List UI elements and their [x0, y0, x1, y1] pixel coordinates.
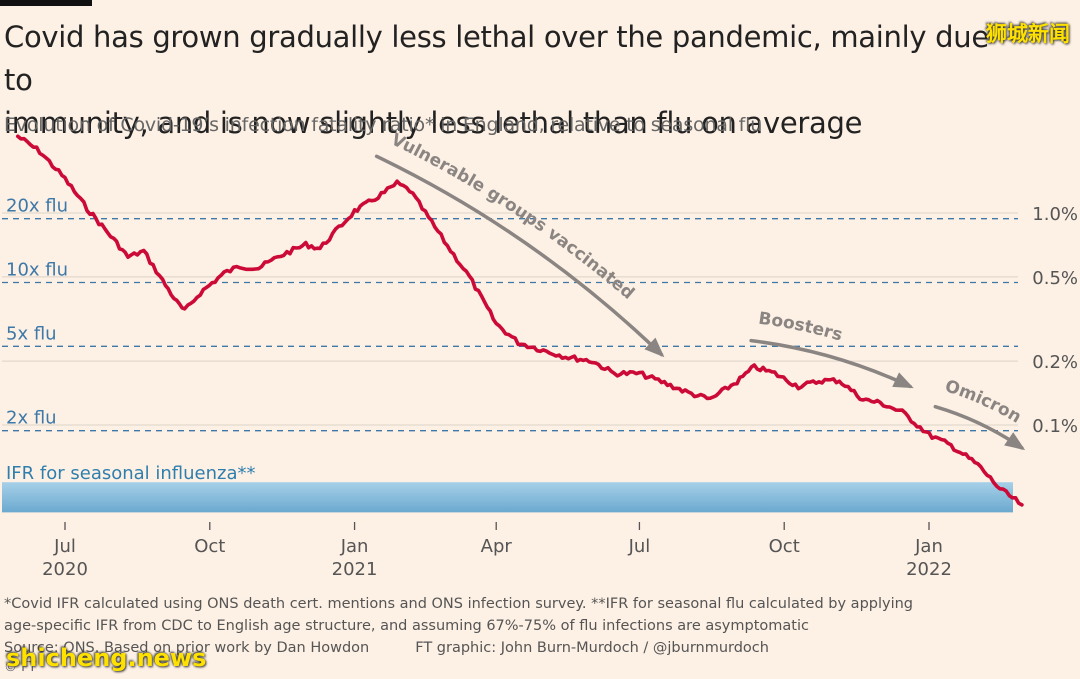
covid-ifr-line [16, 134, 1024, 507]
annotation-arrowhead [1004, 432, 1026, 451]
y-tick-label: 1.0% [1032, 204, 1078, 225]
watermark-bottom: shicheng.news [6, 644, 207, 672]
reference-label: 5x flu [6, 323, 57, 344]
ft-logo: © FT [4, 660, 37, 675]
chart-title: Covid has grown gradually less lethal ov… [4, 16, 1004, 145]
x-tick-year: 2021 [332, 559, 378, 580]
annotation-arrow [374, 154, 664, 357]
y-tick-label: 0.5% [1032, 268, 1078, 289]
annotation-arrowhead [892, 372, 914, 389]
flu-band-layer: IFR for seasonal influenza** [2, 463, 1013, 513]
reference-lines-layer: 20x flu 10x flu 5x flu 2x flu [2, 196, 1018, 432]
x-tick-label: Jul [628, 536, 651, 557]
annotation-label: Boosters [757, 309, 845, 346]
reference-label: 2x flu [6, 408, 57, 429]
reference-label: 10x flu [6, 260, 68, 281]
flu-band [2, 482, 1013, 513]
annotation-text: Omicron [942, 376, 1024, 427]
annotation-arrow [749, 338, 912, 389]
annotation-arrowhead [644, 337, 665, 358]
watermark-top: 狮城新闻 [986, 22, 1070, 46]
annotation-text: Boosters [757, 309, 845, 346]
annotation-label: Omicron [942, 376, 1024, 427]
source-text: Source: ONS. Based on prior work by Dan … [4, 640, 370, 656]
reference-label: 20x flu [6, 196, 68, 217]
x-tick-label: Jan [914, 536, 943, 557]
grid-layer [2, 212, 1018, 426]
title-line-2: immunity, and is now slightly less letha… [4, 106, 863, 140]
footnote-line-1: *Covid IFR calculated using ONS death ce… [4, 596, 914, 612]
annotation-label: Vulnerable groups vaccinated [388, 130, 638, 304]
x-tick-label: Oct [194, 536, 225, 557]
y-tick-label: 0.1% [1032, 416, 1078, 437]
footnote-line-2: age-specific IFR from CDC to English age… [4, 618, 809, 634]
top-accent-bar [0, 0, 92, 6]
x-tick-year: 2022 [906, 559, 952, 580]
x-tick-label: Jul [53, 536, 76, 557]
annotation-text: Vulnerable groups vaccinated [388, 130, 638, 304]
graphic-credit: FT graphic: John Burn-Murdoch / @jburnmu… [415, 640, 769, 656]
x-tick-year: 2020 [42, 559, 88, 580]
flu-band-label: IFR for seasonal influenza** [6, 463, 256, 484]
x-tick-label: Apr [481, 536, 513, 557]
title-line-1: Covid has grown gradually less lethal ov… [4, 20, 989, 97]
y-tick-label: 0.2% [1032, 352, 1078, 373]
source-line: Source: ONS. Based on prior work by Dan … [4, 640, 769, 656]
chart-subtitle: Evolution of Covid-19’s infection fatali… [4, 114, 763, 136]
x-tick-label: Oct [769, 536, 800, 557]
series-layer [16, 134, 1024, 507]
x-tick-label: Jan [340, 536, 369, 557]
